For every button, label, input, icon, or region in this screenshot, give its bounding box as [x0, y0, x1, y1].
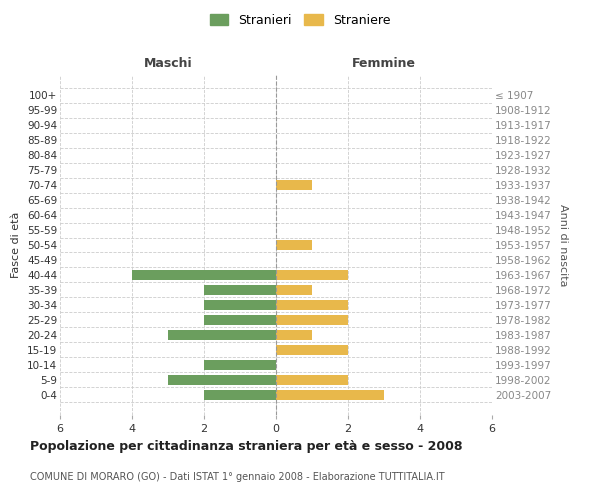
Bar	[276, 285, 312, 295]
Bar	[204, 315, 276, 324]
Bar	[204, 300, 276, 310]
Bar	[276, 300, 348, 310]
Bar	[276, 240, 312, 250]
Bar	[276, 345, 348, 354]
Bar	[276, 390, 384, 400]
Bar	[276, 270, 348, 280]
Y-axis label: Anni di nascita: Anni di nascita	[558, 204, 568, 286]
Bar	[204, 390, 276, 400]
Y-axis label: Fasce di età: Fasce di età	[11, 212, 22, 278]
Text: COMUNE DI MORARO (GO) - Dati ISTAT 1° gennaio 2008 - Elaborazione TUTTITALIA.IT: COMUNE DI MORARO (GO) - Dati ISTAT 1° ge…	[30, 472, 445, 482]
Bar	[204, 285, 276, 295]
Bar	[168, 330, 276, 340]
Text: Femmine: Femmine	[352, 57, 416, 70]
Text: Popolazione per cittadinanza straniera per età e sesso - 2008: Popolazione per cittadinanza straniera p…	[30, 440, 463, 453]
Bar	[276, 180, 312, 190]
Bar	[276, 375, 348, 384]
Legend: Stranieri, Straniere: Stranieri, Straniere	[205, 8, 395, 32]
Text: Maschi: Maschi	[143, 57, 193, 70]
Bar	[132, 270, 276, 280]
Bar	[276, 330, 312, 340]
Bar	[204, 360, 276, 370]
Bar	[168, 375, 276, 384]
Bar	[276, 315, 348, 324]
